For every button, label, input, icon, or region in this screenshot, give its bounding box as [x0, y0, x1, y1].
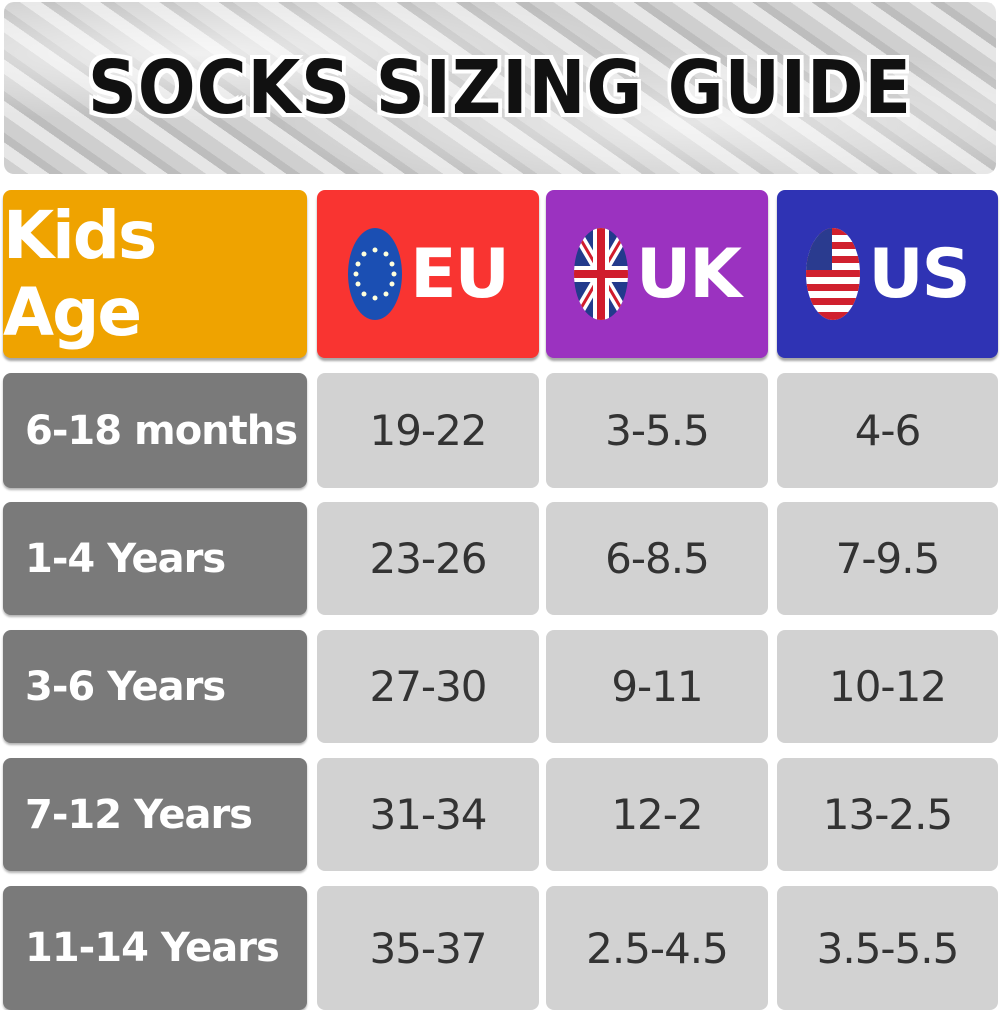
header-label: Kids Age	[3, 197, 157, 351]
us-size-cell: 10-12	[777, 630, 998, 743]
us-size-cell: 4-6	[777, 373, 998, 488]
us-size-cell: 7-9.5	[777, 502, 998, 615]
us-size-cell: 3.5-5.5	[777, 886, 998, 1010]
uk-size-cell: 6-8.5	[546, 502, 768, 615]
uk-size-cell: 3-5.5	[546, 373, 768, 488]
age-cell: 11-14 Years	[3, 886, 307, 1010]
age-cell: 7-12 Years	[3, 758, 307, 871]
age-cell: 1-4 Years	[3, 502, 307, 615]
header-label: EU	[410, 234, 510, 314]
header-us: US	[777, 190, 998, 358]
header-label: US	[868, 234, 970, 314]
header-uk: UK	[546, 190, 768, 358]
header-eu: EU	[317, 190, 539, 358]
uk-size-cell: 2.5-4.5	[546, 886, 768, 1010]
uk-size-cell: 9-11	[546, 630, 768, 743]
eu-size-cell: 27-30	[317, 630, 539, 743]
header-kids-age: Kids Age	[3, 190, 307, 358]
eu-size-cell: 19-22	[317, 373, 539, 488]
title-banner: SOCKS SIZING GUIDE	[4, 2, 996, 174]
eu-size-cell: 31-34	[317, 758, 539, 871]
uk-flag-icon	[574, 228, 629, 320]
eu-size-cell: 23-26	[317, 502, 539, 615]
us-flag-icon	[806, 228, 861, 320]
eu-size-cell: 35-37	[317, 886, 539, 1010]
us-size-cell: 13-2.5	[777, 758, 998, 871]
eu-flag-icon	[348, 228, 403, 320]
uk-size-cell: 12-2	[546, 758, 768, 871]
age-cell: 6-18 months	[3, 373, 307, 488]
header-label: UK	[636, 234, 742, 314]
page-title: SOCKS SIZING GUIDE	[87, 45, 913, 131]
age-cell: 3-6 Years	[3, 630, 307, 743]
